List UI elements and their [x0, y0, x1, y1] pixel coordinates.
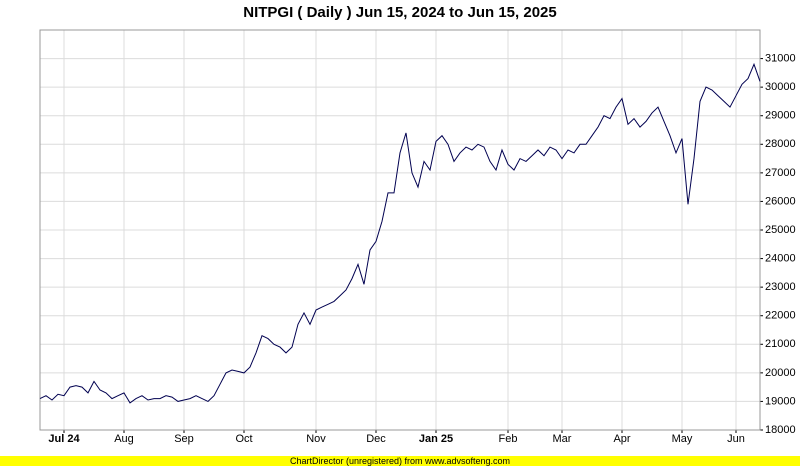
x-tick-label: Jan 25 [419, 433, 453, 445]
y-tick-label: 18000 [765, 424, 796, 436]
plot-frame [39, 29, 761, 431]
chart-title: NITPGI ( Daily ) Jun 15, 2024 to Jun 15,… [243, 4, 556, 21]
footer-bar [0, 456, 800, 466]
x-tick-label: Oct [235, 433, 252, 445]
x-tick-label: Feb [499, 433, 518, 445]
y-tick-label: 19000 [765, 395, 796, 407]
y-tick-label: 31000 [765, 52, 796, 64]
x-tick-label: Mar [553, 433, 572, 445]
y-tick-label: 30000 [765, 81, 796, 93]
price-line [39, 62, 761, 404]
x-tick-label: May [672, 433, 693, 445]
y-tick-label: 24000 [765, 252, 796, 264]
y-tick-label: 21000 [765, 338, 796, 350]
y-tick-label: 29000 [765, 110, 796, 122]
y-tick-label: 22000 [765, 310, 796, 322]
x-tick-label: Dec [366, 433, 386, 445]
x-tick-label: Jul 24 [48, 433, 80, 445]
y-tick-label: 23000 [765, 281, 796, 293]
y-tick-label: 27000 [765, 167, 796, 179]
y-tick-label: 26000 [765, 195, 796, 207]
footer-text: ChartDirector (unregistered) from www.ad… [290, 456, 510, 466]
y-tick-label: 20000 [765, 367, 796, 379]
x-tick-label: Aug [114, 433, 134, 445]
x-tick-label: Apr [613, 433, 630, 445]
y-tick-label: 25000 [765, 224, 796, 236]
x-tick-label: Nov [306, 433, 326, 445]
x-tick-label: Jun [727, 433, 745, 445]
y-tick-label: 28000 [765, 138, 796, 150]
x-tick-label: Sep [174, 433, 194, 445]
